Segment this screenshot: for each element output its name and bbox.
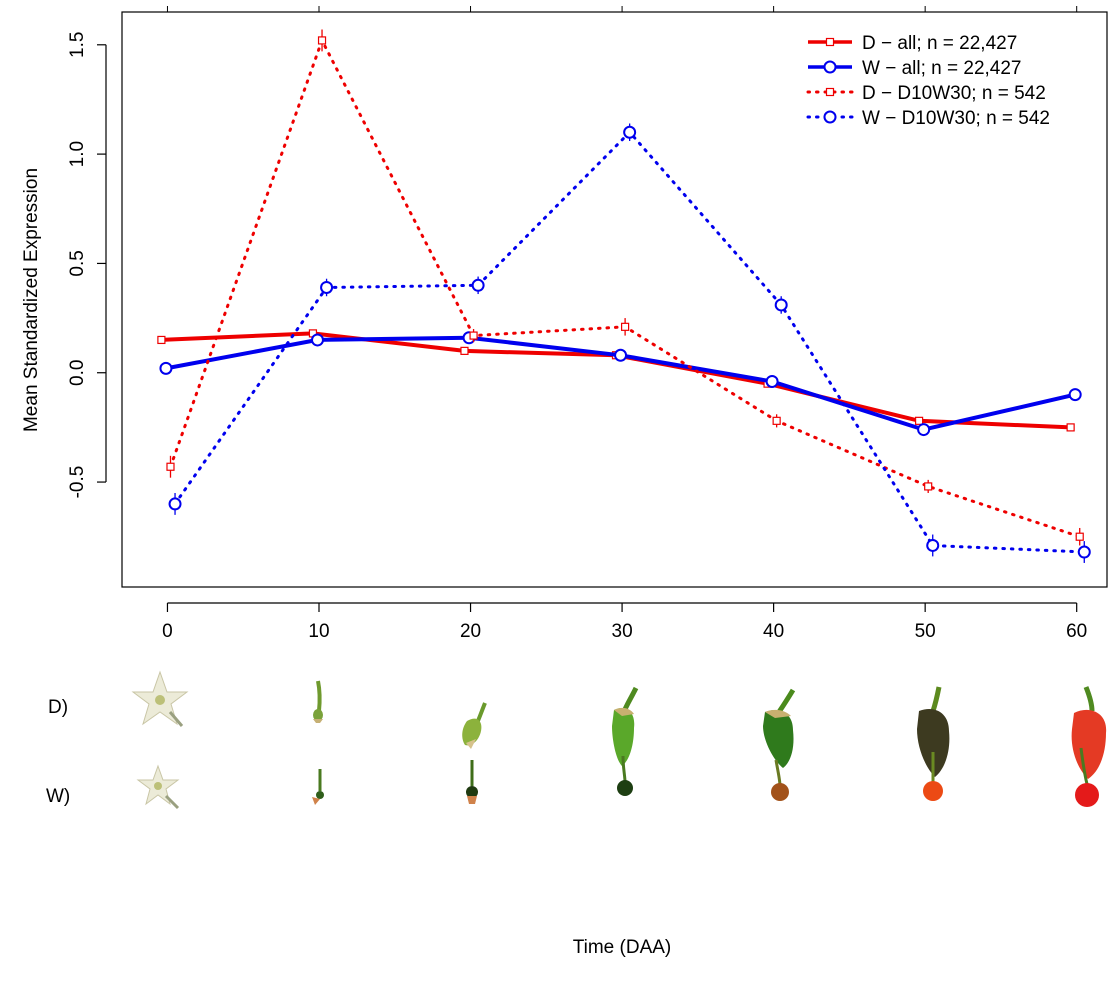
data-point: [159, 361, 173, 375]
data-point: [1068, 388, 1082, 402]
data-point: [1066, 423, 1075, 432]
legend-marker: [825, 87, 835, 97]
photo-d-30: [612, 686, 639, 766]
photo-d-20: [462, 702, 487, 749]
data-point: [471, 278, 485, 292]
data-point: [623, 125, 637, 139]
series-layer: [157, 29, 1091, 563]
photo-w-flower: [136, 764, 180, 810]
x-axis-title: Time (DAA): [573, 937, 672, 958]
x-tick-label: 0: [162, 621, 173, 642]
data-point: [926, 538, 940, 552]
photo-d-flower: [131, 670, 189, 727]
x-tick-label: 40: [763, 621, 784, 642]
data-point: [772, 416, 781, 425]
data-point: [1077, 545, 1091, 559]
legend-marker: [825, 37, 835, 47]
y-tick-label: 0.0: [67, 360, 88, 386]
x-tick-label: 50: [915, 621, 936, 642]
legend-label: D − all; n = 22,427: [862, 33, 1017, 54]
data-point: [614, 348, 628, 362]
series-3: [168, 123, 1091, 563]
y-axis-title: Mean Standardized Expression: [21, 168, 42, 432]
legend: D − all; n = 22,427 W − all; n = 22,427 D …: [806, 33, 1050, 129]
x-tick-label: 10: [308, 621, 329, 642]
data-point: [168, 497, 182, 511]
photo-w-10: [312, 769, 324, 805]
legend-item: W − D10W30; n = 542: [806, 108, 1050, 129]
legend-item: D − all; n = 22,427: [808, 33, 1017, 54]
data-point: [317, 36, 327, 45]
photo-w-40: [771, 759, 789, 801]
plot-frame: [121, 11, 1108, 588]
series-line: [161, 331, 1071, 430]
y-tick-label: 1.5: [67, 32, 88, 58]
data-point: [310, 333, 324, 347]
legend-item: W − all; n = 22,427: [808, 58, 1022, 79]
series-2: [166, 29, 1084, 546]
photo-d-10: [313, 680, 323, 723]
data-point: [914, 416, 924, 425]
x-axis: 0 10 20 30 40 50 60: [162, 602, 1087, 642]
data-point: [460, 346, 469, 355]
photo-w-50: [923, 752, 943, 801]
data-point: [765, 374, 779, 388]
photo-w-20: [466, 760, 478, 804]
data-point: [469, 331, 478, 340]
legend-marker: [823, 110, 837, 124]
x-tick-label: 60: [1066, 621, 1087, 642]
photo-d-40: [763, 688, 796, 768]
row-label-w: W): [46, 786, 70, 807]
x-tick-label: 30: [612, 621, 633, 642]
x-tick-label: 20: [460, 621, 481, 642]
data-point: [917, 423, 931, 437]
data-point: [924, 482, 933, 491]
photo-d-60: [1071, 686, 1107, 779]
data-point: [166, 462, 175, 471]
y-axis: -0.5 0.0 0.5 1.0 1.5: [67, 32, 107, 499]
top-axis-ticks: [166, 6, 1078, 12]
data-point: [157, 335, 166, 345]
legend-label: W − all; n = 22,427: [862, 58, 1022, 79]
data-point: [320, 280, 334, 294]
legend-marker: [823, 60, 837, 74]
legend-item: D − D10W30; n = 542: [806, 83, 1046, 104]
y-tick-label: 1.0: [67, 141, 88, 167]
data-point: [1075, 532, 1084, 541]
photo-w-30: [617, 755, 633, 796]
photo-w-60: [1075, 747, 1099, 807]
photo-d-50: [917, 686, 950, 777]
series-1: [159, 331, 1082, 437]
legend-label: W − D10W30; n = 542: [862, 108, 1050, 129]
y-tick-label: -0.5: [67, 466, 88, 499]
data-point: [621, 322, 630, 331]
y-tick-label: 0.5: [67, 250, 88, 276]
legend-label: D − D10W30; n = 542: [862, 83, 1046, 104]
data-point: [774, 298, 788, 312]
row-label-d: D): [48, 697, 68, 718]
